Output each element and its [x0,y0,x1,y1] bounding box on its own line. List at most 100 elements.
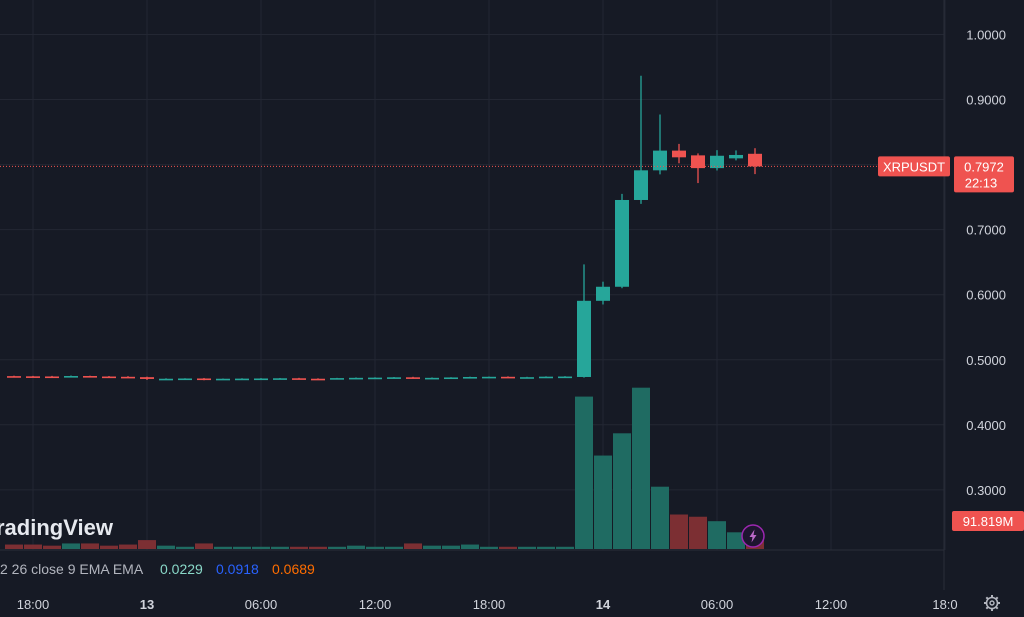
x-tick-label: 18:0 [932,597,957,612]
volume-bar [594,455,612,549]
candle-body [615,199,629,287]
volume-bar [43,545,61,549]
volume-bar [442,545,460,549]
volume-bar [423,545,441,549]
candle-body [710,155,724,169]
volume-bar [119,544,137,549]
volume-tag-text: 91.819M [963,514,1014,529]
x-tick-label: 13 [140,597,154,612]
volume-bar [480,546,498,549]
y-tick-label: 0.6000 [966,288,1006,303]
volume-bar [81,543,99,549]
tradingview-logo: radingView [0,515,114,540]
last-price-tag: 0.7972 [964,159,1004,174]
candle-body [748,153,762,167]
settings-gear-icon[interactable] [984,595,1000,611]
volume-bar [100,545,118,549]
candle-body [178,378,192,381]
candle-body [26,376,40,378]
candle-body [349,377,363,380]
candle-body [729,154,743,159]
volume-bar [309,546,327,549]
candle-body [273,378,287,380]
bar-countdown: 22:13 [965,175,998,190]
price-candles [7,75,762,381]
indicator-value-2: 0.0918 [216,561,259,577]
volume-bar [556,546,574,549]
volume-bar [157,545,175,549]
x-tick-label: 14 [596,597,611,612]
volume-bar [328,546,346,549]
x-tick-label: 12:00 [359,597,392,612]
volume-bar [727,532,745,549]
volume-bar [214,546,232,549]
candle-body [7,376,21,378]
volume-bar [575,396,593,549]
indicator-legend[interactable]: 2 26 close 9 EMA EMA 0.0229 0.0918 0.068… [0,561,315,577]
volume-tag: 91.819M [952,511,1024,531]
candle-body [45,376,59,379]
volume-bar [499,546,517,549]
candle-body [311,378,325,381]
volume-bar [518,546,536,549]
candle-body [368,377,382,380]
indicator-value-1: 0.0229 [160,561,203,577]
volume-bar [461,544,479,549]
volume-bar [195,543,213,549]
volume-bar [537,546,555,549]
volume-bar [632,387,650,549]
candle-body [653,150,667,171]
volume-bar [347,545,365,549]
candle-body [330,378,344,380]
y-tick-label: 1.0000 [966,28,1006,43]
candle-body [596,286,610,301]
indicator-value-3: 0.0689 [272,561,315,577]
volume-bar [290,546,308,549]
x-tick-label: 18:00 [17,597,50,612]
volume-bar [613,433,631,549]
y-tick-label: 0.5000 [966,353,1006,368]
candle-body [520,377,534,379]
volume-bar [366,546,384,549]
x-tick-label: 06:00 [245,597,278,612]
volume-bar [385,546,403,549]
volume-bar [708,521,726,549]
symbol-tag-background [878,156,950,177]
volume-bar [651,486,669,549]
candle-body [235,378,249,381]
candle-body [140,377,154,379]
y-tick-label: 0.7000 [966,223,1006,238]
candle-body [577,300,591,377]
candle-body [425,377,439,380]
y-tick-label: 0.9000 [966,93,1006,108]
candle-body [254,378,268,381]
candle-body [482,376,496,379]
symbol-name-tag: XRPUSDT [883,159,945,174]
price-axis[interactable]: 1.00000.90000.80000.70000.60000.50000.40… [966,28,1006,498]
x-tick-label: 18:00 [473,597,506,612]
volume-bar [24,544,42,549]
volume-bar [252,546,270,549]
candle-body [83,376,97,378]
candle-body [387,377,401,379]
grid [0,0,946,550]
volume-bar [271,546,289,549]
candle-body [634,170,648,200]
candle-body [539,376,553,379]
candle-body [102,376,116,379]
candle-body [197,378,211,381]
volume-bar [233,546,251,549]
candle-body [558,376,572,379]
lightning-icon[interactable] [741,524,765,548]
candle-body [159,378,173,381]
volume-bar [138,540,156,549]
volume-bars [5,387,764,549]
candle-body [64,376,78,378]
candle-body [406,377,420,379]
volume-bar [404,543,422,549]
time-axis[interactable]: 18:00 13 06:00 12:00 18:00 14 06:00 12:00 18:0 [17,597,958,612]
x-tick-label: 06:00 [701,597,734,612]
last-price-tag-background [954,156,1014,193]
volume-bar [5,544,23,549]
